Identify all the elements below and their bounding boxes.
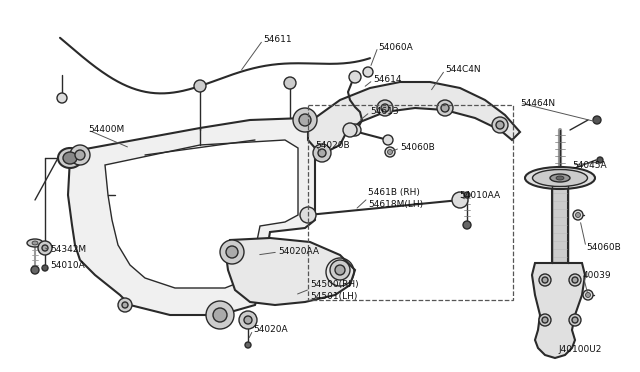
- Text: 54060B: 54060B: [586, 243, 621, 251]
- Circle shape: [206, 301, 234, 329]
- Text: 54614: 54614: [373, 76, 401, 84]
- Circle shape: [70, 145, 90, 165]
- Circle shape: [383, 135, 393, 145]
- Polygon shape: [226, 238, 355, 305]
- Ellipse shape: [550, 174, 570, 182]
- Circle shape: [572, 277, 578, 283]
- Circle shape: [300, 207, 316, 223]
- Circle shape: [569, 314, 581, 326]
- Polygon shape: [532, 263, 585, 358]
- Ellipse shape: [556, 176, 564, 180]
- Circle shape: [593, 116, 601, 124]
- Circle shape: [569, 274, 581, 286]
- Circle shape: [463, 221, 471, 229]
- Polygon shape: [68, 118, 315, 315]
- Circle shape: [313, 144, 331, 162]
- Circle shape: [496, 121, 504, 129]
- Circle shape: [38, 241, 52, 255]
- Text: 54342M: 54342M: [50, 246, 86, 254]
- Text: J40100U2: J40100U2: [558, 346, 602, 355]
- Text: 54618M(LH): 54618M(LH): [368, 201, 423, 209]
- Circle shape: [385, 147, 395, 157]
- Circle shape: [299, 114, 311, 126]
- Text: 54060B: 54060B: [400, 144, 435, 153]
- Ellipse shape: [58, 148, 82, 168]
- Circle shape: [75, 150, 85, 160]
- Circle shape: [239, 311, 257, 329]
- Text: 54020AA: 54020AA: [278, 247, 319, 257]
- Circle shape: [31, 266, 39, 274]
- Text: 54045A: 54045A: [572, 160, 607, 170]
- Circle shape: [377, 100, 393, 116]
- Circle shape: [330, 260, 350, 280]
- Circle shape: [452, 192, 468, 208]
- Text: 54611: 54611: [263, 35, 292, 45]
- Text: 54613: 54613: [370, 108, 399, 116]
- Circle shape: [597, 157, 603, 163]
- Circle shape: [575, 212, 580, 218]
- Circle shape: [57, 93, 67, 103]
- Circle shape: [349, 71, 361, 83]
- Circle shape: [539, 274, 551, 286]
- Circle shape: [542, 277, 548, 283]
- Text: 54500(RH): 54500(RH): [310, 279, 358, 289]
- Circle shape: [194, 80, 206, 92]
- Circle shape: [441, 104, 449, 112]
- Circle shape: [387, 150, 392, 154]
- Circle shape: [573, 210, 583, 220]
- Text: 54020B: 54020B: [315, 141, 349, 150]
- Text: 5461B (RH): 5461B (RH): [368, 189, 420, 198]
- Circle shape: [226, 246, 238, 258]
- Circle shape: [343, 123, 357, 137]
- Circle shape: [118, 298, 132, 312]
- Text: 54060A: 54060A: [378, 42, 413, 51]
- Circle shape: [220, 240, 244, 264]
- Circle shape: [244, 316, 252, 324]
- Circle shape: [213, 308, 227, 322]
- Circle shape: [122, 302, 128, 308]
- Circle shape: [42, 265, 48, 271]
- Ellipse shape: [27, 239, 43, 247]
- Circle shape: [318, 149, 326, 157]
- Circle shape: [539, 314, 551, 326]
- Text: 54464N: 54464N: [520, 99, 555, 108]
- Bar: [552, 178, 568, 263]
- Circle shape: [335, 265, 345, 275]
- Polygon shape: [308, 82, 520, 150]
- Text: 40039: 40039: [583, 270, 612, 279]
- Circle shape: [586, 292, 591, 298]
- Circle shape: [284, 77, 296, 89]
- Circle shape: [572, 317, 578, 323]
- Circle shape: [542, 317, 548, 323]
- Ellipse shape: [63, 152, 77, 164]
- Circle shape: [464, 192, 470, 198]
- Circle shape: [42, 245, 48, 251]
- Ellipse shape: [532, 170, 588, 186]
- Circle shape: [245, 342, 251, 348]
- Circle shape: [437, 100, 453, 116]
- Ellipse shape: [32, 241, 38, 245]
- Text: 54010AA: 54010AA: [459, 192, 500, 201]
- Text: 54010A: 54010A: [50, 260, 84, 269]
- Circle shape: [293, 108, 317, 132]
- Circle shape: [381, 104, 389, 112]
- Polygon shape: [105, 140, 298, 288]
- Bar: [308, 105, 513, 300]
- Ellipse shape: [525, 167, 595, 189]
- Text: 544C4N: 544C4N: [445, 65, 481, 74]
- Circle shape: [583, 290, 593, 300]
- Circle shape: [363, 67, 373, 77]
- Text: 54400M: 54400M: [88, 125, 124, 135]
- Circle shape: [349, 124, 361, 136]
- Circle shape: [492, 117, 508, 133]
- Text: 54020A: 54020A: [253, 326, 287, 334]
- Text: 54501(LH): 54501(LH): [310, 292, 357, 301]
